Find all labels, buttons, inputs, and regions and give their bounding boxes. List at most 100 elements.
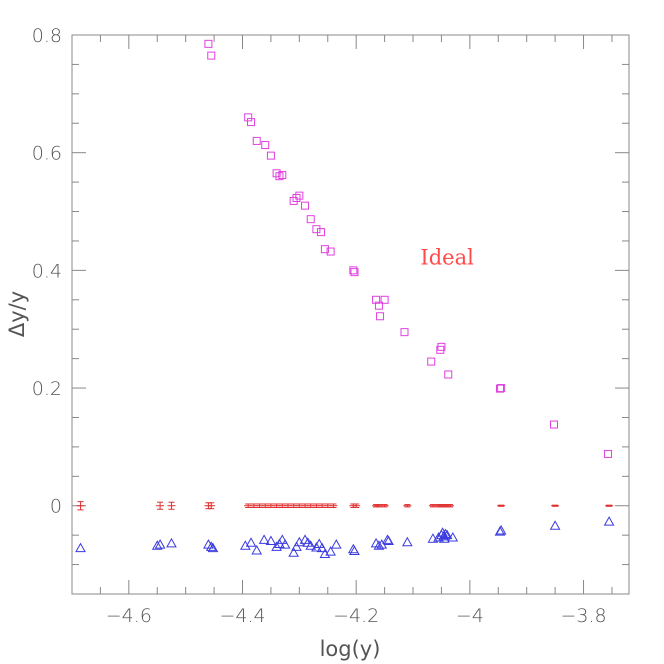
square-point <box>207 51 216 60</box>
square-point <box>316 228 325 237</box>
square-point <box>272 169 281 178</box>
x-tick-label: −4.2 <box>333 605 379 627</box>
square-point <box>261 141 270 150</box>
square-point <box>495 384 504 393</box>
square-point <box>374 301 383 310</box>
axis-tick-labels: −4.6 −4.4 −4.2 −4 −3.8 0 0.2 0.4 0.6 0.8 <box>32 25 607 627</box>
errorbar-point <box>497 504 506 507</box>
y-tick-label: 0.6 <box>32 143 62 165</box>
square-point <box>350 268 359 277</box>
triangle-point <box>495 524 507 535</box>
errorbar-point <box>605 504 614 507</box>
square-point <box>247 118 256 127</box>
square-point <box>427 357 436 366</box>
triangle-point <box>258 534 270 544</box>
square-point <box>380 295 389 304</box>
triangle-point <box>383 535 394 546</box>
triangle-point <box>207 542 219 553</box>
errorbar-point <box>403 504 412 508</box>
square-point <box>444 370 453 379</box>
triangle-point <box>313 538 325 548</box>
square-point <box>326 247 335 256</box>
triangle-point <box>279 539 291 549</box>
square-point <box>275 172 284 181</box>
axis-ticks <box>71 34 629 595</box>
y-tick-label: 0.4 <box>32 260 62 282</box>
errorbar-point <box>156 501 165 510</box>
square-point <box>266 151 275 160</box>
triangle-point <box>288 547 300 557</box>
errorbar-point <box>167 501 176 510</box>
errorbar-point <box>266 503 275 509</box>
errorbar-point <box>76 501 85 511</box>
errorbar-point <box>352 503 361 509</box>
triangle-point <box>291 541 302 551</box>
triangle-point <box>305 540 317 550</box>
square-point <box>549 420 558 429</box>
triangle-point <box>251 544 263 555</box>
triangle-point <box>447 531 459 542</box>
square-point <box>320 245 329 254</box>
triangle-point <box>166 537 177 548</box>
errorbar-point <box>551 504 560 507</box>
triangle-point <box>271 541 282 551</box>
triangle-point <box>151 540 163 550</box>
errorbar-point <box>283 503 292 509</box>
triangle-point <box>325 546 336 556</box>
x-axis-title: log(y) <box>320 637 381 661</box>
square-point <box>603 449 612 458</box>
triangle-point <box>373 540 385 550</box>
errorbar-point <box>244 503 253 509</box>
y-tick-label: 0.2 <box>32 378 62 400</box>
square-point <box>497 384 506 393</box>
errorbar-point <box>445 504 454 508</box>
square-point <box>312 225 321 234</box>
data-marks <box>75 39 615 558</box>
square-point <box>436 345 445 354</box>
errorbar-point <box>249 503 258 509</box>
x-tick-label: −4.6 <box>106 605 152 627</box>
x-tick-label: −4 <box>456 605 484 627</box>
y-tick-label: 0.8 <box>32 25 62 47</box>
square-point <box>244 113 253 122</box>
triangle-point <box>441 529 453 540</box>
triangle-point <box>440 528 451 538</box>
triangle-point <box>349 545 360 556</box>
series-errorbar <box>76 501 614 511</box>
triangle-point <box>276 534 288 544</box>
square-point <box>295 191 304 200</box>
square-point <box>292 193 301 202</box>
x-tick-label: −3.8 <box>560 605 606 627</box>
triangle-point <box>401 536 413 547</box>
triangle-point <box>154 539 166 549</box>
triangle-point <box>245 537 257 547</box>
errorbar-point <box>207 502 216 510</box>
square-point <box>372 295 381 304</box>
square-point <box>349 266 358 275</box>
square-point <box>376 312 385 321</box>
plot-frame <box>71 34 630 595</box>
triangle-point <box>265 535 277 546</box>
square-point <box>301 201 310 210</box>
square-point <box>289 196 298 205</box>
series-square <box>204 39 612 458</box>
errorbar-point <box>306 503 315 509</box>
square-point <box>204 39 213 48</box>
y-axis-title: Δy/y <box>5 291 29 337</box>
series-triangle <box>75 516 615 558</box>
square-point <box>278 171 287 180</box>
triangle-point <box>316 542 328 553</box>
square-point <box>306 215 315 224</box>
errorbar-point <box>380 504 389 508</box>
triangle-point <box>603 516 615 526</box>
errorbar-point <box>329 503 338 509</box>
triangle-point <box>549 520 561 530</box>
square-point <box>437 342 446 351</box>
triangle-point <box>75 542 86 553</box>
triangle-point <box>205 541 217 551</box>
triangle-point <box>330 539 342 549</box>
ideal-annotation: Ideal <box>420 245 474 269</box>
x-tick-label: −4.4 <box>219 605 265 627</box>
square-point <box>252 136 261 145</box>
